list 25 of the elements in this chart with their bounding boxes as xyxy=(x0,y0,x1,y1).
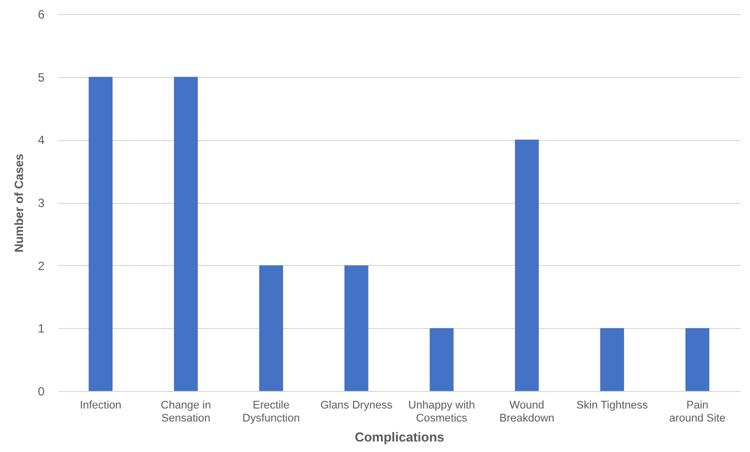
bar xyxy=(344,265,368,391)
y-tick-label: 6 xyxy=(38,8,45,22)
x-tick-label: Unhappy with Cosmetics xyxy=(408,400,475,424)
bar xyxy=(685,328,710,391)
y-tick-label: 1 xyxy=(38,322,45,336)
bar xyxy=(514,140,539,391)
bar xyxy=(88,76,113,391)
x-tick-label: Skin Tightness xyxy=(576,400,648,412)
x-tick-label: Erectile Dysfunction xyxy=(242,400,300,424)
bar xyxy=(259,265,284,391)
y-tick-label: 3 xyxy=(38,196,45,210)
y-tick-label: 4 xyxy=(38,133,45,148)
bar xyxy=(600,328,624,391)
x-tick-label: Change in Sensation xyxy=(160,400,211,424)
x-axis-title: Complications xyxy=(354,430,444,444)
y-tick-label: 2 xyxy=(38,258,45,273)
y-axis-title: Number of Cases xyxy=(12,153,26,252)
x-tick-label: Pain around Site xyxy=(669,400,726,424)
bar xyxy=(430,328,454,391)
x-tick-label: Wound Breakdown xyxy=(499,400,554,424)
bar xyxy=(174,76,198,391)
x-tick-label: Infection xyxy=(80,400,122,412)
x-tick-label: Glans Dryness xyxy=(320,400,393,412)
y-tick-label: 0 xyxy=(38,384,45,398)
y-tick-label: 5 xyxy=(38,70,45,84)
